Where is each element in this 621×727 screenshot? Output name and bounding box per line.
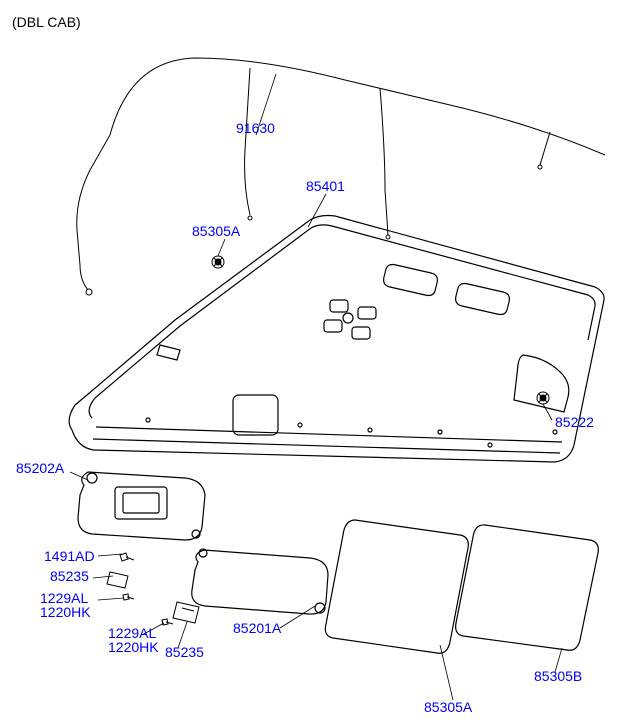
pad-85305B bbox=[456, 525, 599, 650]
retainer-right-group bbox=[162, 602, 199, 625]
pad-85305A-bottom bbox=[325, 520, 468, 653]
headlining-body bbox=[69, 216, 604, 463]
wiring-harness bbox=[77, 58, 605, 295]
label-91630: 91630 bbox=[236, 120, 275, 136]
label-1220HK-left: 1220HK bbox=[40, 604, 91, 620]
sunvisor-lh bbox=[78, 472, 205, 540]
label-85305A-top: 85305A bbox=[192, 223, 240, 239]
label-1491AD: 1491AD bbox=[44, 548, 95, 564]
label-85235-left: 85235 bbox=[50, 568, 89, 584]
exploded-diagram bbox=[0, 0, 621, 727]
label-85305A-bottom: 85305A bbox=[424, 699, 472, 715]
label-85201A: 85201A bbox=[233, 620, 281, 636]
clip-85222 bbox=[537, 392, 549, 404]
label-85305B: 85305B bbox=[534, 668, 582, 684]
label-85222: 85222 bbox=[555, 414, 594, 430]
label-1220HK-right: 1220HK bbox=[108, 639, 159, 655]
sunvisor-rh bbox=[192, 549, 328, 614]
label-85401: 85401 bbox=[306, 178, 345, 194]
label-85235-right: 85235 bbox=[165, 644, 204, 660]
clip-85305A-top bbox=[212, 256, 224, 268]
label-85202A: 85202A bbox=[16, 460, 64, 476]
